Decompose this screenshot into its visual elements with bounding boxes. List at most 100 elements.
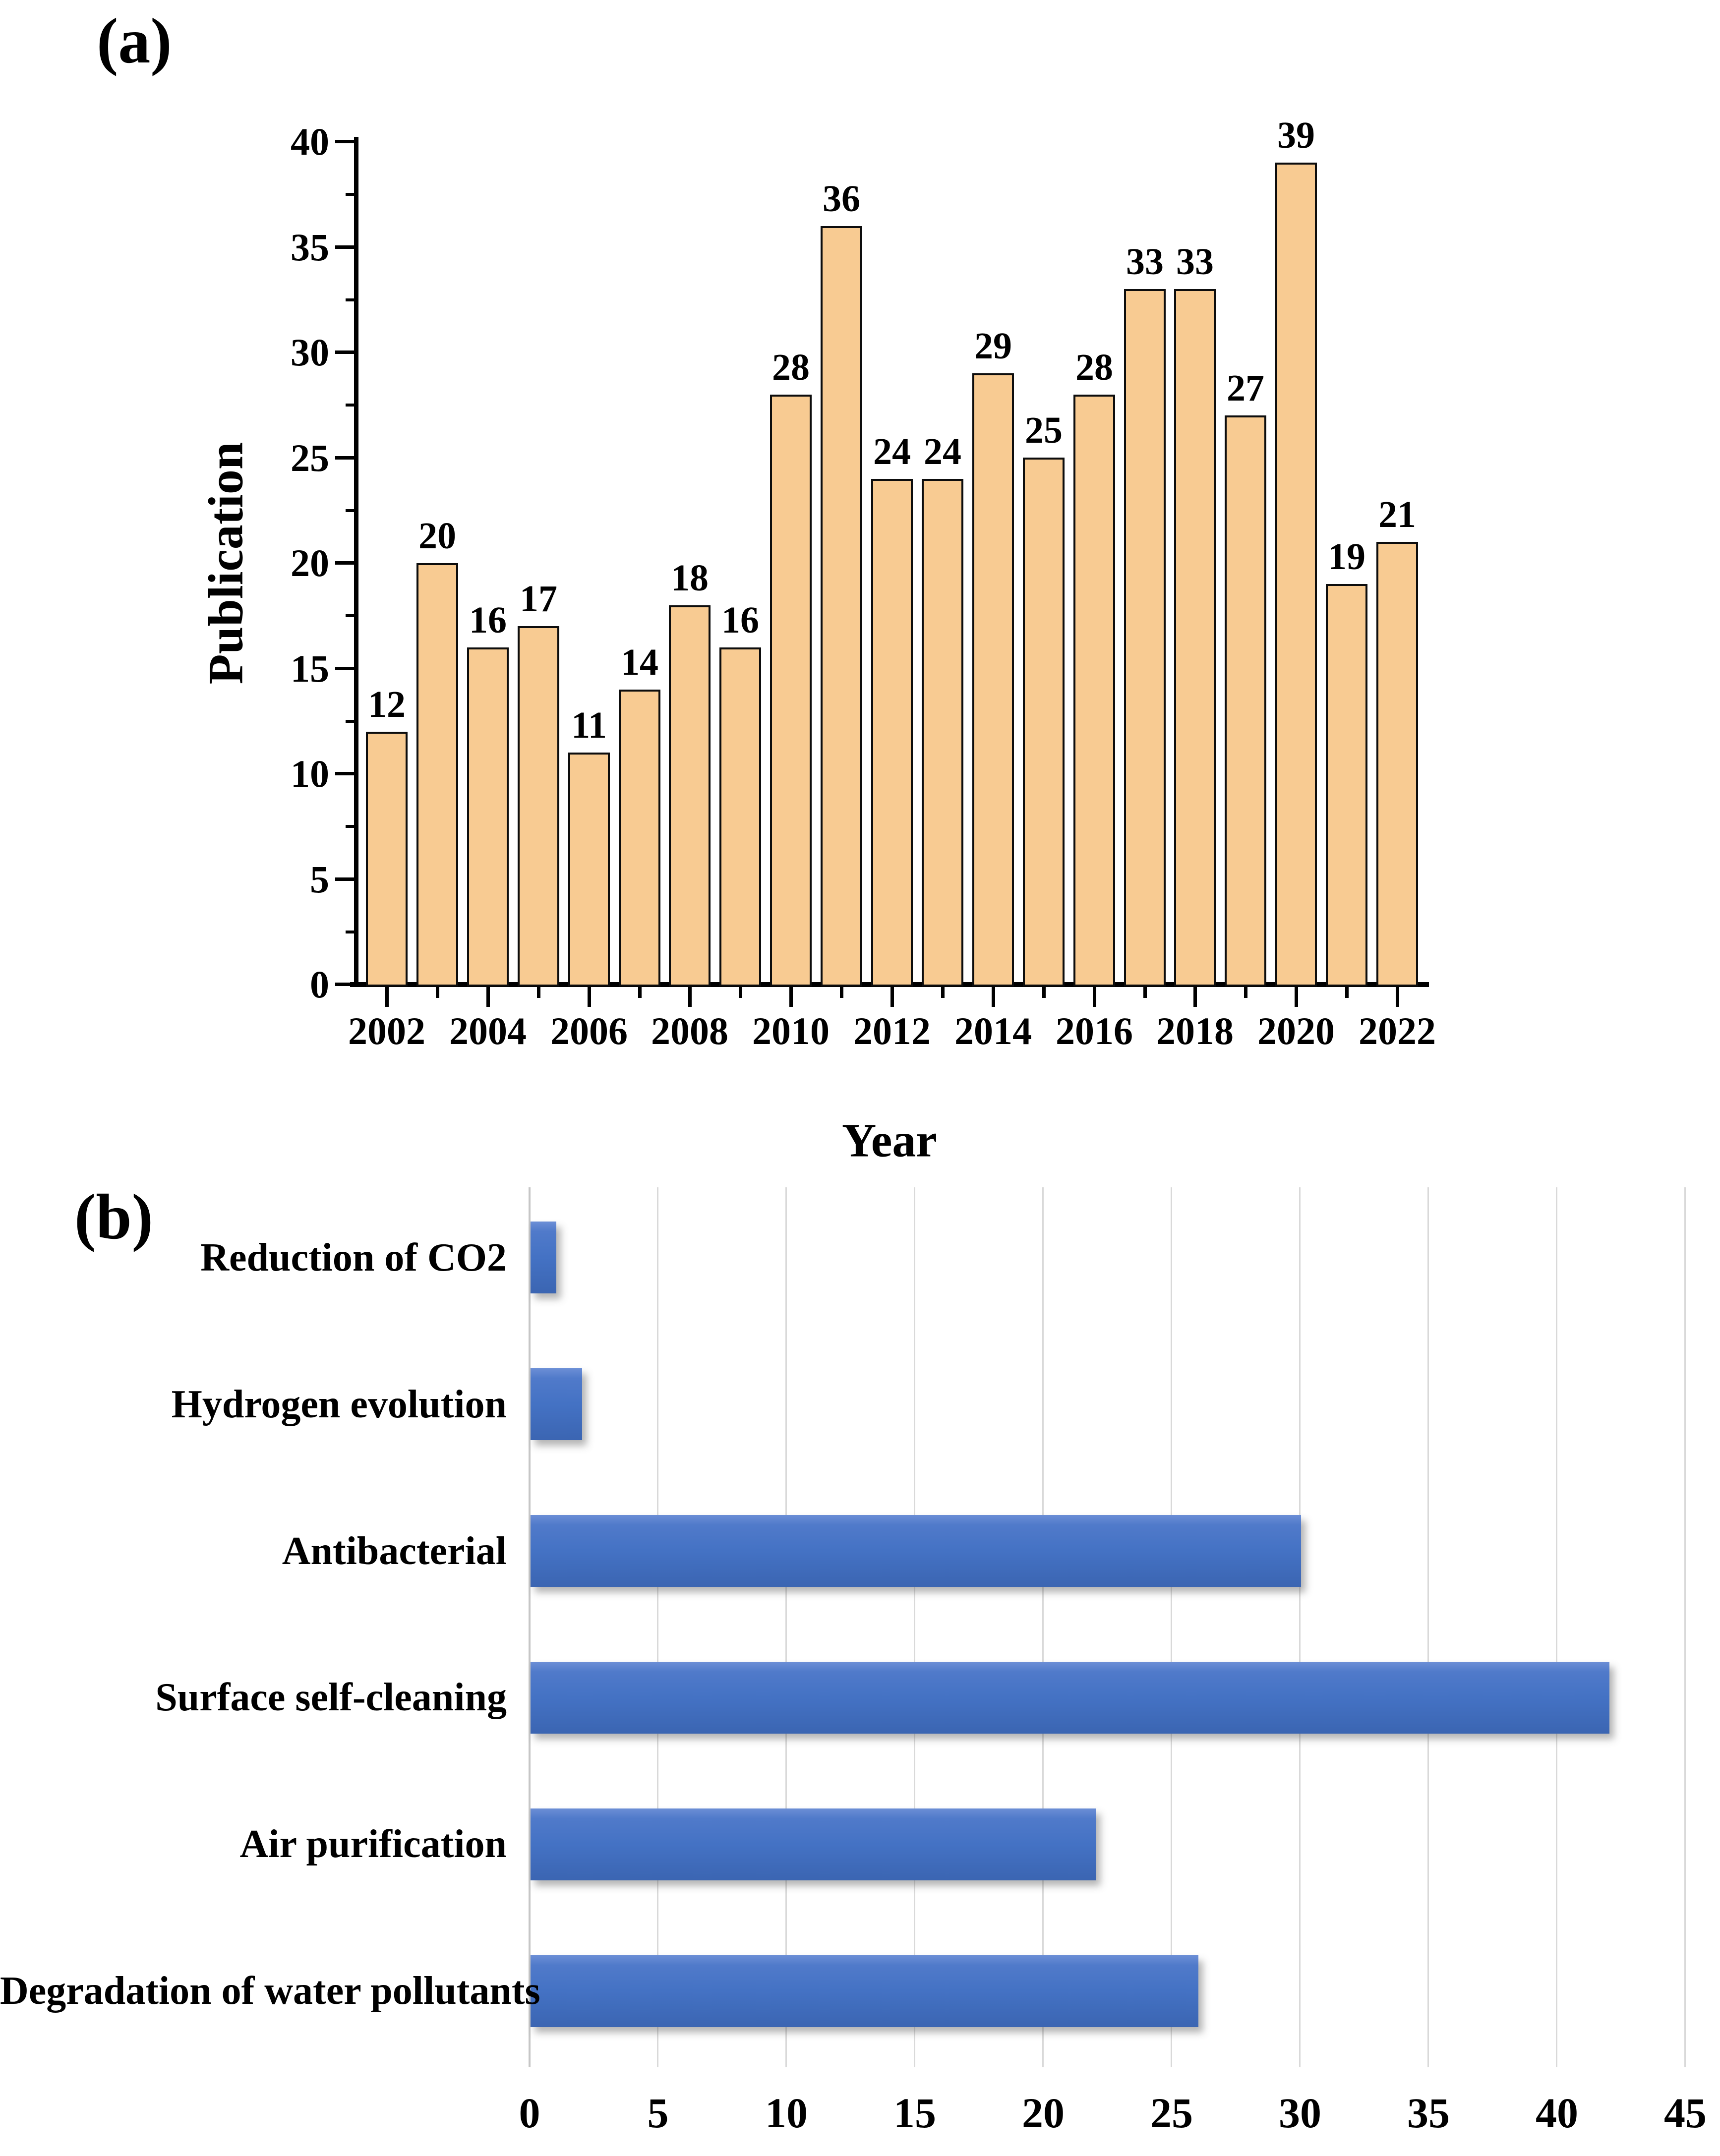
x-tick-label: 10 (765, 2089, 808, 2137)
y-major-tick (335, 877, 358, 881)
x-tick-label: 30 (1279, 2089, 1321, 2137)
y-tick-label: 20 (291, 541, 329, 584)
bar-value-label: 12 (368, 684, 406, 725)
y-tick-label: 5 (310, 857, 329, 901)
applications-chart: Reduction of CO2 Hydrogen evolution Antiba… (0, 1180, 1720, 2156)
gridline (1299, 1187, 1301, 2067)
bar (922, 479, 963, 987)
y-minor-tick (346, 930, 358, 933)
bar (531, 1662, 1609, 1734)
bar (1225, 415, 1266, 987)
x-tick-label: 2006 (550, 1009, 628, 1052)
y-minor-tick (346, 298, 358, 301)
x-major-tick (789, 987, 793, 1007)
bar (821, 226, 862, 987)
bar (467, 647, 509, 987)
x-minor-tick (1345, 987, 1349, 998)
gridline (657, 1187, 658, 2067)
x-tick-label: 2020 (1257, 1009, 1335, 1052)
bar-value-label: 16 (469, 599, 507, 641)
x-tick-label: 2012 (853, 1009, 931, 1052)
x-minor-tick (638, 987, 642, 998)
y-major-tick (335, 350, 358, 354)
y-major-tick (335, 456, 358, 460)
y-major-tick (335, 666, 358, 670)
bar (719, 647, 761, 987)
bar (531, 1368, 582, 1440)
y-tick-label: 25 (291, 436, 329, 479)
bar-value-label: 25 (1025, 409, 1063, 451)
bar-value-label: 16 (721, 599, 759, 641)
x-tick-label: 45 (1664, 2089, 1707, 2137)
y-major-tick (335, 140, 358, 143)
bar-value-label: 19 (1328, 536, 1365, 578)
x-minor-tick (537, 987, 540, 998)
gridline (1556, 1187, 1557, 2067)
y-tick-label: 40 (291, 120, 329, 163)
bar (1326, 584, 1367, 987)
y-tick-label: 35 (291, 225, 329, 269)
gridline (914, 1187, 915, 2067)
x-tick-label: 2018 (1156, 1009, 1234, 1052)
x-minor-tick (1042, 987, 1046, 998)
bar-value-label: 21 (1378, 494, 1416, 535)
gridline (1171, 1187, 1172, 2067)
x-minor-tick (436, 987, 439, 998)
bar-value-label: 11 (571, 704, 607, 746)
gridline (529, 1187, 531, 2067)
x-tick-label: 40 (1536, 2089, 1578, 2137)
bar (531, 1222, 556, 1293)
y-major-tick (335, 772, 358, 775)
bar (1376, 542, 1418, 987)
bar (416, 563, 458, 987)
y-minor-tick (346, 509, 358, 512)
x-major-tick (688, 987, 692, 1007)
y-tick-label: 15 (291, 646, 329, 690)
y-minor-tick (346, 825, 358, 828)
y-major-tick (335, 561, 358, 565)
bar-value-label: 33 (1126, 241, 1164, 283)
x-tick-label: 2010 (752, 1009, 830, 1052)
bar (366, 732, 408, 987)
bar-value-label: 36 (823, 178, 860, 220)
x-tick-label: 2008 (651, 1009, 728, 1052)
gridline (785, 1187, 787, 2067)
bar (619, 690, 660, 987)
x-tick-label: 2004 (449, 1009, 527, 1052)
x-major-tick (1093, 987, 1096, 1007)
x-tick-label: 2002 (348, 1009, 425, 1052)
x-minor-tick (1143, 987, 1147, 998)
gridline (1427, 1187, 1429, 2067)
y-tick-label: 30 (291, 331, 329, 374)
y-minor-tick (346, 404, 358, 407)
x-tick-label: 20 (1022, 2089, 1065, 2137)
bar (531, 1515, 1301, 1587)
y-minor-tick (346, 719, 358, 723)
x-tick-label: 5 (647, 2089, 669, 2137)
category-label: Surface self-cleaning (155, 1676, 507, 1719)
x-minor-tick (840, 987, 843, 998)
y-minor-tick (346, 614, 358, 618)
x-major-tick (385, 987, 389, 1007)
x-major-tick (992, 987, 995, 1007)
bar (531, 1808, 1096, 1880)
x-major-tick (890, 987, 894, 1007)
x-minor-tick (1244, 987, 1247, 998)
gridline (1684, 1187, 1686, 2067)
panel-a-label: (a) (97, 5, 172, 77)
publications-per-year-chart: Publication Year 0 5 10 15 20 25 30 35 40 12 2002 2… (198, 115, 1436, 1167)
bar (1073, 395, 1115, 987)
bar-value-label: 18 (671, 557, 709, 599)
x-tick-label: 15 (893, 2089, 936, 2137)
bar (972, 373, 1014, 987)
category-label: Antibacterial (282, 1529, 507, 1573)
bar (1275, 163, 1317, 987)
x-minor-tick (941, 987, 945, 998)
bar (1174, 289, 1216, 987)
y-major-tick (335, 983, 358, 986)
category-label: Air purification (239, 1822, 507, 1866)
bar-value-label: 29 (974, 325, 1012, 367)
x-major-tick (588, 987, 591, 1007)
bar-value-label: 24 (924, 431, 961, 472)
x-tick-label: 0 (519, 2089, 540, 2137)
